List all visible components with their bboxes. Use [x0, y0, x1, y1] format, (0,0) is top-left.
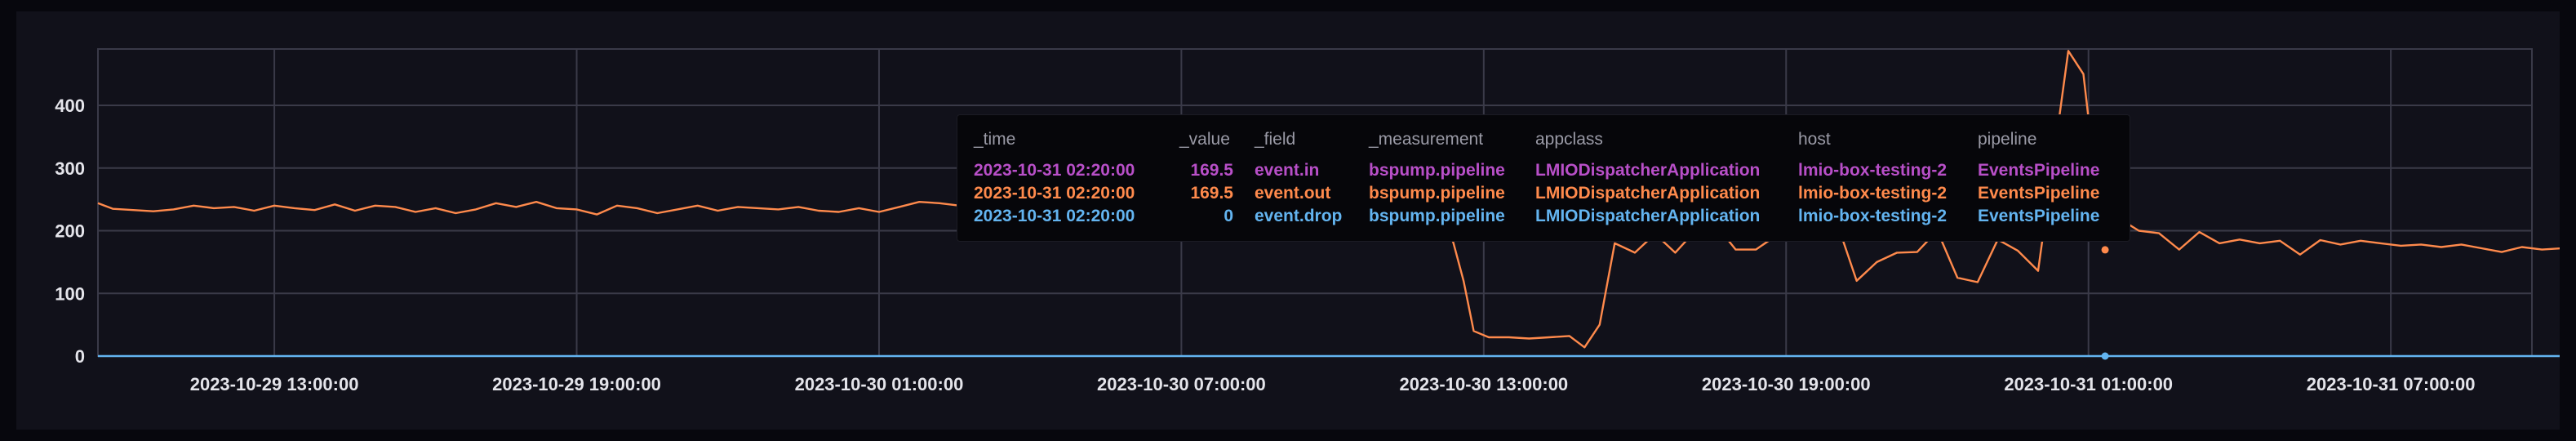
tooltip-cell-appclass: LMIODispatcherApplication	[1535, 161, 1761, 180]
x-tick-label: 2023-10-30 01:00:00	[795, 374, 964, 394]
tooltip-cell-pipeline: EventsPipeline	[1978, 161, 2100, 180]
x-tick-label: 2023-10-30 19:00:00	[1702, 374, 1871, 394]
hover-tooltip: _time _value _field _measurement appclas…	[957, 114, 2130, 242]
tooltip-cell-measurement: bspump.pipeline	[1369, 184, 1505, 203]
tooltip-cell-host: lmio-box-testing-2	[1798, 161, 1947, 180]
tooltip-cell-measurement: bspump.pipeline	[1369, 161, 1505, 180]
y-tick-label: 400	[55, 96, 85, 116]
x-tick-label: 2023-10-30 07:00:00	[1097, 374, 1266, 394]
tooltip-cell-appclass: LMIODispatcherApplication	[1535, 184, 1761, 203]
tooltip-cell-value: 169.5	[1190, 184, 1233, 203]
x-axis: 2023-10-29 13:00:00 2023-10-29 19:00:00 20…	[190, 374, 2476, 394]
hover-point-orange	[2101, 246, 2109, 254]
hover-markers	[2101, 246, 2109, 360]
tooltip-cell-time: 2023-10-31 02:20:00	[974, 207, 1135, 225]
tooltip-cell-host: lmio-box-testing-2	[1798, 207, 1947, 225]
graph-panel: 0 100 200 300 400 2023-10-29 13:00:00 2023-10…	[16, 11, 2560, 430]
y-tick-label: 0	[75, 346, 85, 367]
tooltip-cell-measurement: bspump.pipeline	[1369, 207, 1505, 225]
tooltip-row-event-out: 2023-10-31 02:20:00 169.5 event.out bspu…	[957, 184, 2130, 205]
tooltip-cell-time: 2023-10-31 02:20:00	[974, 184, 1135, 203]
tooltip-cell-value: 0	[1224, 207, 1233, 225]
tooltip-header-time: _time	[974, 130, 1016, 149]
tooltip-header-value: _value	[1179, 130, 1230, 149]
y-tick-label: 300	[55, 158, 85, 179]
tooltip-header-pipeline: pipeline	[1978, 130, 2037, 149]
tooltip-row-event-drop: 2023-10-31 02:20:00 0 event.drop bspump.…	[957, 207, 2130, 228]
x-tick-label: 2023-10-30 13:00:00	[1399, 374, 1568, 394]
tooltip-header-measurement: _measurement	[1369, 130, 1484, 149]
tooltip-cell-value: 169.5	[1190, 161, 1233, 180]
hover-point-blue	[2101, 352, 2109, 360]
tooltip-header-host: host	[1798, 130, 1831, 149]
tooltip-cell-field: event.out	[1255, 184, 1331, 203]
x-tick-label: 2023-10-29 13:00:00	[190, 374, 359, 394]
x-tick-label: 2023-10-31 01:00:00	[2004, 374, 2173, 394]
tooltip-header-row: _time _value _field _measurement appclas…	[957, 130, 2130, 151]
y-axis: 0 100 200 300 400	[55, 96, 85, 367]
y-tick-label: 200	[55, 221, 85, 242]
tooltip-cell-field: event.in	[1255, 161, 1320, 180]
series-lines	[97, 50, 2560, 358]
tooltip-cell-appclass: LMIODispatcherApplication	[1535, 207, 1761, 225]
tooltip-cell-pipeline: EventsPipeline	[1978, 184, 2100, 203]
series-line-0	[97, 50, 2560, 349]
x-tick-label: 2023-10-29 19:00:00	[492, 374, 661, 394]
tooltip-cell-time: 2023-10-31 02:20:00	[974, 161, 1135, 180]
tooltip-cell-pipeline: EventsPipeline	[1978, 207, 2100, 225]
tooltip-header-field: _field	[1255, 130, 1296, 149]
tooltip-header-appclass: appclass	[1535, 130, 1603, 149]
x-tick-label: 2023-10-31 07:00:00	[2307, 374, 2476, 394]
tooltip-row-event-in: 2023-10-31 02:20:00 169.5 event.in bspum…	[957, 161, 2130, 182]
y-tick-label: 100	[55, 283, 85, 304]
tooltip-cell-field: event.drop	[1255, 207, 1343, 225]
tooltip-cell-host: lmio-box-testing-2	[1798, 184, 1947, 203]
